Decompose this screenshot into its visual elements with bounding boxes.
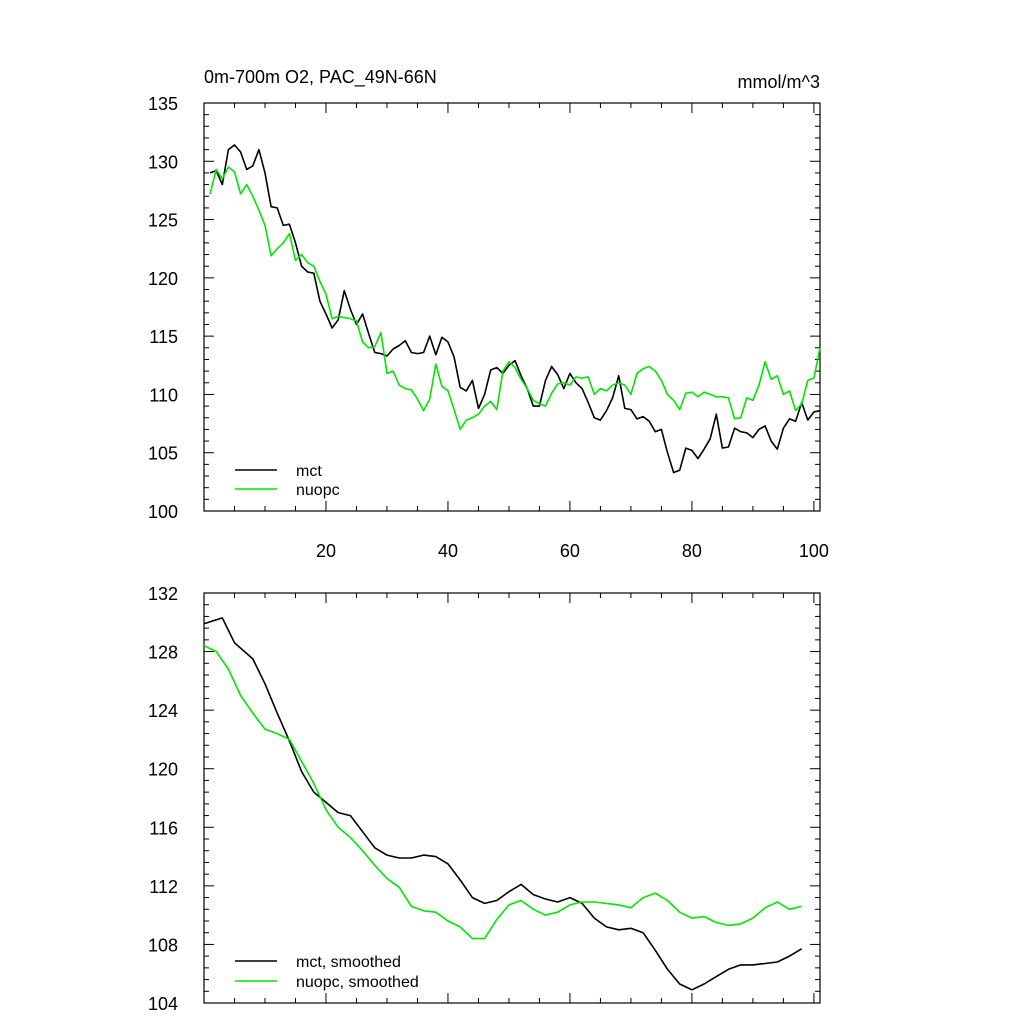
tick-marks: [204, 102, 820, 512]
x-tick-label: 20: [316, 541, 336, 561]
x-tick-labels: 20 40 60 80 100: [316, 541, 829, 561]
legend-label-mct-smoothed: mct, smoothed: [296, 954, 401, 971]
x-tick-label: 100: [799, 541, 829, 561]
y-tick-label: 110: [149, 385, 178, 405]
y-tick-label: 105: [148, 444, 178, 464]
chart-title: 0m-700m O2, PAC_49N-66N: [204, 67, 437, 88]
y-tick-label: 108: [148, 935, 178, 955]
legend: mct, smoothed nuopc, smoothed: [235, 954, 419, 991]
series-lines: [203, 617, 803, 991]
legend-label-nuopc-smoothed: nuopc, smoothed: [296, 974, 419, 991]
units-label: mmol/m^3: [738, 72, 820, 92]
top-panel: 0m-700m O2, PAC_49N-66N mmol/m^3 1001051…: [148, 67, 829, 561]
plot-frame: [203, 592, 821, 1004]
y-tick-label: 120: [148, 760, 178, 780]
y-tick-label: 120: [148, 269, 178, 289]
plot-frame: [203, 102, 821, 512]
legend-label-mct: mct: [296, 463, 322, 480]
tick-marks: [204, 592, 820, 1004]
y-tick-label: 135: [148, 94, 178, 114]
x-tick-label: 80: [682, 541, 702, 561]
series-line-mct: [209, 144, 821, 474]
series-lines: [209, 144, 821, 474]
y-tick-labels: 100 105 110 115 120 125 130 135: [148, 94, 178, 522]
legend: mct nuopc: [235, 463, 340, 499]
series-line-mct-smoothed: [203, 617, 803, 991]
series-line-nuopc: [209, 166, 821, 431]
y-tick-label: 112: [149, 877, 178, 897]
y-tick-label: 132: [148, 584, 178, 604]
y-tick-label: 116: [149, 818, 178, 838]
x-tick-label: 60: [560, 541, 580, 561]
series-line-nuopc-smoothed: [203, 644, 802, 940]
y-tick-label: 115: [149, 327, 178, 347]
y-tick-label: 125: [148, 211, 178, 231]
y-tick-label: 128: [148, 643, 178, 663]
y-tick-label: 130: [148, 152, 178, 172]
y-tick-label: 124: [148, 701, 178, 721]
y-tick-label: 100: [148, 502, 178, 522]
y-tick-labels: 104 108 112 116 120 124 128 132: [148, 584, 178, 1014]
y-tick-label: 104: [148, 994, 178, 1014]
legend-label-nuopc: nuopc: [296, 482, 340, 499]
x-tick-label: 40: [438, 541, 458, 561]
bottom-panel: 104 108 112 116 120 124 128 132 mct, smoothed n…: [148, 584, 821, 1014]
